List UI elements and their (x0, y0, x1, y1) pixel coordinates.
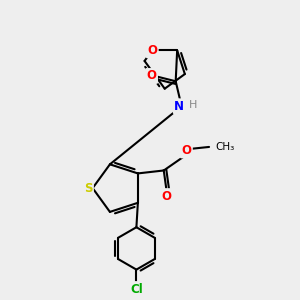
Text: O: O (182, 144, 191, 157)
Text: Cl: Cl (130, 283, 143, 296)
Text: N: N (174, 100, 184, 113)
Text: H: H (189, 100, 197, 110)
Text: O: O (162, 190, 172, 202)
Text: CH₃: CH₃ (215, 142, 235, 152)
Text: O: O (147, 44, 157, 57)
Text: O: O (147, 70, 157, 83)
Text: S: S (84, 182, 92, 195)
